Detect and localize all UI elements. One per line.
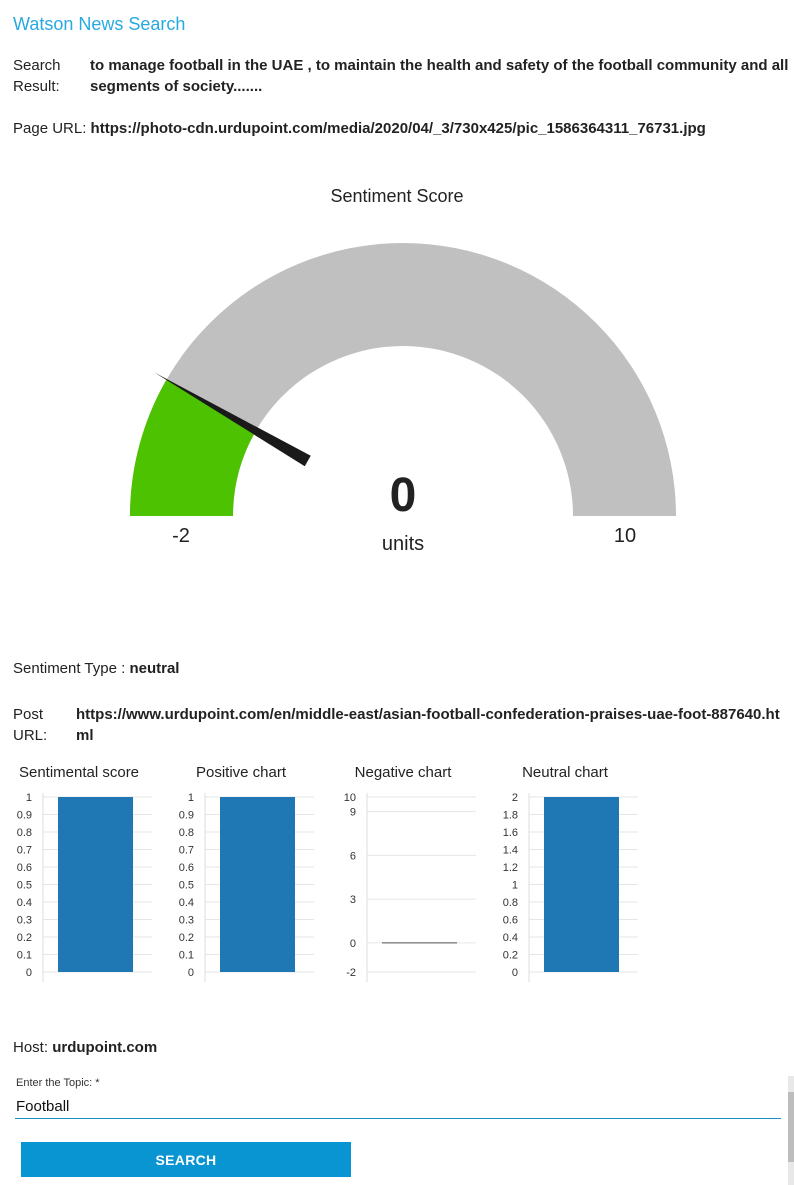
bar xyxy=(220,797,295,972)
gauge-value: 0 xyxy=(390,469,417,522)
page-url-label: Page URL: xyxy=(13,120,87,137)
y-tick-label: 0.2 xyxy=(17,932,32,944)
positive-chart: 0 0.1 0.2 0.3 0.4 0.5 0.6 0.7 0.8 0.9 1 xyxy=(179,792,314,982)
y-tick-label: 1.2 xyxy=(503,862,518,874)
y-tick-label: 0.3 xyxy=(179,915,194,927)
y-tick-label: 1.4 xyxy=(503,845,518,857)
y-tick-label: 0.9 xyxy=(17,810,32,822)
y-tick-label: 1.6 xyxy=(503,827,518,839)
y-tick-label: 1.8 xyxy=(503,810,518,822)
y-tick-label: 0 xyxy=(350,938,356,950)
gauge-units: units xyxy=(382,533,424,555)
page-url-value: https://photo-cdn.urdupoint.com/media/20… xyxy=(90,120,706,137)
host-value: urdupoint.com xyxy=(52,1039,158,1056)
y-tick-label: 0 xyxy=(512,967,518,979)
gauge-track xyxy=(130,243,676,516)
y-tick-label: 0.8 xyxy=(17,827,32,839)
post-url-value: https://www.urdupoint.com/en/middle-east… xyxy=(76,706,780,744)
y-tick-label: 0.7 xyxy=(179,845,194,857)
bar xyxy=(544,797,619,972)
y-tick-label: 0.6 xyxy=(179,862,194,874)
chart-title-neutral: Neutral chart xyxy=(522,764,608,781)
gauge-needle xyxy=(154,372,311,467)
gauge-max-label: 10 xyxy=(614,525,636,547)
y-tick-label: 0.4 xyxy=(17,897,32,909)
y-tick-label: 9 xyxy=(350,807,356,819)
host-row: Host: urdupoint.com xyxy=(13,1039,157,1056)
page-url-row: Page URL: https://photo-cdn.urdupoint.co… xyxy=(13,120,706,137)
y-tick-label: 0.8 xyxy=(503,897,518,909)
y-tick-label: 0.5 xyxy=(179,880,194,892)
y-tick-label: 0.2 xyxy=(503,950,518,962)
gauge-title: Sentiment Score xyxy=(330,186,464,206)
y-tick-label: 0.4 xyxy=(503,932,518,944)
search-result-text: to manage football in the UAE , to maint… xyxy=(90,57,789,95)
y-tick-label: 0.6 xyxy=(17,862,32,874)
scrollbar-thumb[interactable] xyxy=(788,1092,794,1162)
y-tick-label: 1 xyxy=(26,792,32,804)
y-tick-label: 0.2 xyxy=(179,932,194,944)
search-result-label: Search Result: xyxy=(13,57,61,95)
y-tick-label: 10 xyxy=(344,792,356,804)
y-tick-label: 0.4 xyxy=(179,897,194,909)
sentiment-gauge: 0 units -2 10 xyxy=(130,243,676,555)
y-tick-label: 6 xyxy=(350,850,356,862)
sentimental-score-chart: 0 0.1 0.2 0.3 0.4 0.5 0.6 0.7 0.8 0.9 1 xyxy=(17,792,152,982)
sentiment-type-row: Sentiment Type : neutral xyxy=(13,660,179,677)
gauge-min-label: -2 xyxy=(172,525,190,547)
y-tick-label: 1 xyxy=(188,792,194,804)
scrollbar[interactable] xyxy=(788,1076,794,1185)
negative-chart: -2 0 3 6 9 10 xyxy=(344,792,476,982)
y-tick-label: 0 xyxy=(26,967,32,979)
chart-title-negative: Negative chart xyxy=(354,764,452,781)
post-url-label: Post URL: xyxy=(13,706,48,744)
y-tick-label: 1 xyxy=(512,880,518,892)
y-tick-label: 0.1 xyxy=(179,950,194,962)
y-tick-label: 0 xyxy=(188,967,194,979)
y-tick-label: 3 xyxy=(350,894,356,906)
y-tick-label: 0.6 xyxy=(503,915,518,927)
y-tick-label: 2 xyxy=(512,792,518,804)
app-title: Watson News Search xyxy=(13,14,186,34)
y-tick-label: 0.5 xyxy=(17,880,32,892)
topic-input[interactable] xyxy=(15,1094,781,1119)
y-tick-label: -2 xyxy=(346,967,356,979)
y-tick-label: 0.1 xyxy=(17,950,32,962)
neutral-chart: 0 0.2 0.4 0.6 0.8 1 1.2 1.4 1.6 1.8 2 xyxy=(503,792,638,982)
search-button[interactable]: SEARCH xyxy=(21,1142,351,1177)
y-tick-label: 0.9 xyxy=(179,810,194,822)
sentiment-type-label: Sentiment Type : xyxy=(13,660,126,677)
y-tick-label: 0.3 xyxy=(17,915,32,927)
host-label: Host: xyxy=(13,1039,49,1056)
bar xyxy=(58,797,133,972)
y-tick-label: 0.7 xyxy=(17,845,32,857)
y-tick-label: 0.8 xyxy=(179,827,194,839)
chart-title-sentimental: Sentimental score xyxy=(18,764,140,781)
sentiment-type-value: neutral xyxy=(129,660,180,677)
topic-label: Enter the Topic: * xyxy=(16,1077,100,1089)
chart-title-positive: Positive chart xyxy=(195,764,287,781)
